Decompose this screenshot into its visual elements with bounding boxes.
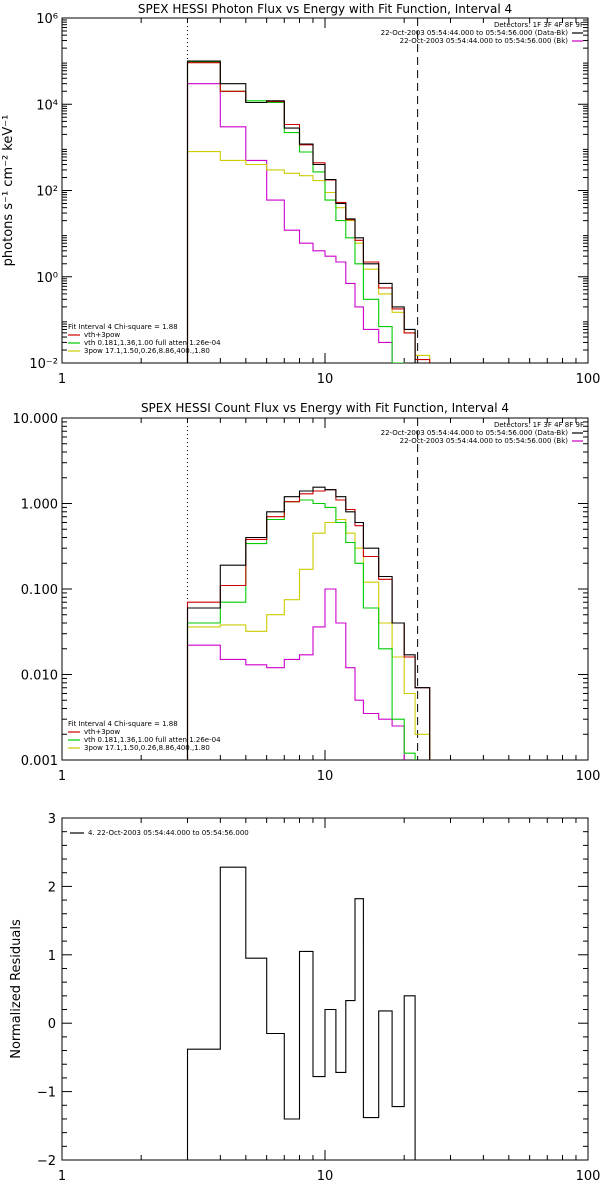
info-text: 22-Oct-2003 05:54:44.000 to 05:54:56.000… [381,429,569,437]
y-tick-label: 10² [36,185,58,200]
y-tick-label: 2 [48,880,56,895]
series-4-line [186,588,405,760]
series-2-line [186,499,416,760]
x-tick-label: 1 [58,372,66,387]
chart-title: SPEX HESSI Photon Flux vs Energy with Fi… [138,2,512,16]
y-tick-label: 0 [48,1017,56,1032]
residuals-panel: 1 10 100 −2 −1 0 1 2 3 Normalized Residuals 4. 22-… [9,812,600,1184]
y-tick-label: 3 [48,812,56,827]
y-tick-label: 0.010 [21,669,58,684]
y-tick-label: 10⁻² [29,357,58,372]
legend-entry: vth+3pow [84,331,120,339]
info-text: 22-Oct-2003 05:54:44.000 to 05:54:56.000… [400,37,569,45]
info-text: Detectors: 1F 3F 4F 8F 9F [494,21,584,29]
series-4-line [186,83,405,363]
x-tick-label: 100 [576,1169,600,1184]
legend-entry: vth 0.181,1.36,1.00 full atten 1.26e-04 [84,339,221,347]
plot-frame [61,817,589,1161]
y-tick-label: 10⁴ [36,98,58,113]
info-text: 22-Oct-2003 05:54:44.000 to 05:54:56.000… [400,437,569,445]
series-0-line [186,60,431,363]
y-tick-label: 1.000 [21,498,58,513]
info-text: Detectors: 1F 3F 4F 8F 9F [494,421,584,429]
info-text: 22-Oct-2003 05:54:44.000 to 05:54:56.000… [381,29,569,37]
legend-entry: 3pow 17.1,1.50,0.26,8.86,400.,1.80 [84,744,210,752]
x-tick-label: 10 [317,769,334,784]
y-axis-label: Normalized Residuals [9,919,24,1059]
y-tick-label: 0.100 [21,583,58,598]
series-3-line [186,518,431,760]
series-0-line [186,866,416,1160]
legend-entry: 3pow 17.1,1.50,0.26,8.86,400.,1.80 [84,347,210,355]
x-tick-label: 100 [576,769,600,784]
series-3-line [186,151,431,363]
photon-flux-panel: SPEX HESSI Photon Flux vs Energy with Fi… [1,2,600,387]
series-1-line [186,62,431,363]
chart-title: SPEX HESSI Count Flux vs Energy with Fit… [141,401,509,415]
legend-header: Fit Interval 4 Chi-square = 1.88 [68,720,178,728]
y-tick-label: 1 [48,949,56,964]
y-tick-label: −2 [37,1154,56,1169]
y-tick-label: −1 [37,1086,56,1101]
y-tick-label: 0.001 [21,754,58,769]
series-group [186,866,416,1160]
legend-header: Fit Interval 4 Chi-square = 1.88 [68,323,178,331]
y-tick-label: 10⁰ [36,271,58,286]
series-1-line [186,489,431,760]
y-tick-label: 10⁶ [36,12,58,27]
series-0-line [186,486,431,760]
x-tick-label: 100 [576,372,600,387]
y-tick-label: 10.000 [13,412,59,427]
y-axis-label: photons s⁻¹ cm⁻² keV⁻¹ [1,115,16,267]
legend-entry: vth 0.181,1.36,1.00 full atten 1.26e-04 [84,736,221,744]
x-tick-label: 10 [317,1169,334,1184]
series-group [186,486,431,760]
count-flux-panel: SPEX HESSI Count Flux vs Energy with Fit… [13,401,600,784]
series-group [186,60,431,363]
legend-entry: 4. 22-Oct-2003 05:54:44.000 to 05:54:56.… [88,829,249,837]
legend-entry: vth+3pow [84,728,120,736]
x-tick-label: 1 [58,769,66,784]
x-tick-label: 10 [317,372,334,387]
x-tick-label: 1 [58,1169,66,1184]
